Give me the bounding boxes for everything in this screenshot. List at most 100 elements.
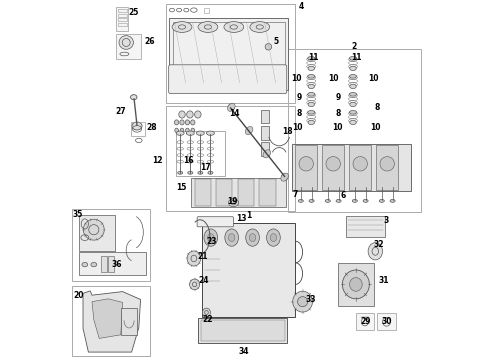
Ellipse shape (208, 171, 213, 174)
Ellipse shape (390, 199, 395, 202)
Ellipse shape (349, 278, 362, 291)
Text: 36: 36 (111, 260, 122, 269)
Ellipse shape (308, 111, 315, 114)
Ellipse shape (187, 111, 193, 118)
Ellipse shape (180, 128, 184, 132)
Ellipse shape (270, 234, 277, 242)
Ellipse shape (172, 22, 192, 32)
Ellipse shape (175, 128, 178, 132)
Text: 10: 10 (291, 74, 301, 83)
Bar (118, 23, 127, 26)
Bar (198, 318, 288, 343)
Ellipse shape (186, 128, 189, 132)
Ellipse shape (206, 131, 215, 135)
Ellipse shape (349, 93, 357, 96)
Ellipse shape (349, 57, 357, 60)
Ellipse shape (195, 111, 201, 118)
Ellipse shape (198, 22, 218, 32)
Bar (356, 313, 374, 330)
Bar (117, 7, 128, 31)
Bar (259, 179, 275, 206)
Ellipse shape (198, 171, 203, 174)
Bar (204, 8, 209, 13)
Text: 8: 8 (296, 109, 302, 118)
Bar (292, 144, 411, 191)
Text: 11: 11 (351, 53, 362, 62)
Ellipse shape (119, 36, 133, 49)
Text: 26: 26 (144, 37, 155, 46)
Text: 28: 28 (146, 123, 157, 132)
Ellipse shape (380, 157, 394, 171)
Text: 23: 23 (206, 237, 217, 246)
Bar (118, 14, 127, 17)
Bar (118, 18, 127, 21)
Text: 7: 7 (293, 190, 298, 199)
Ellipse shape (326, 157, 341, 171)
Ellipse shape (178, 171, 183, 174)
FancyBboxPatch shape (197, 217, 233, 227)
Bar (118, 9, 127, 12)
Ellipse shape (191, 128, 195, 132)
Bar (202, 223, 295, 317)
Ellipse shape (188, 171, 193, 174)
Ellipse shape (250, 22, 270, 32)
FancyBboxPatch shape (169, 65, 287, 94)
Ellipse shape (308, 120, 315, 125)
Text: 25: 25 (128, 8, 138, 17)
Text: 34: 34 (239, 346, 249, 356)
Text: 27: 27 (116, 107, 126, 116)
Text: 31: 31 (378, 276, 389, 285)
Ellipse shape (379, 199, 384, 202)
Ellipse shape (299, 157, 314, 171)
Ellipse shape (336, 199, 341, 202)
Text: 33: 33 (305, 295, 316, 304)
Text: 35: 35 (73, 210, 83, 219)
Bar (322, 145, 344, 190)
Ellipse shape (224, 22, 244, 32)
Ellipse shape (174, 120, 179, 125)
Text: 13: 13 (236, 214, 246, 223)
Ellipse shape (202, 308, 210, 317)
Ellipse shape (245, 229, 259, 246)
Bar (216, 179, 232, 206)
Text: 3: 3 (384, 216, 389, 225)
Ellipse shape (228, 234, 235, 242)
Ellipse shape (190, 279, 199, 290)
Text: 10: 10 (332, 123, 342, 132)
Ellipse shape (325, 199, 330, 202)
Ellipse shape (293, 291, 313, 312)
Ellipse shape (350, 102, 356, 107)
Text: 10: 10 (328, 74, 339, 83)
Ellipse shape (349, 75, 357, 78)
Text: 8: 8 (335, 109, 341, 118)
Text: 8: 8 (374, 104, 380, 112)
Ellipse shape (267, 229, 280, 246)
Bar (79, 215, 115, 251)
Ellipse shape (130, 95, 137, 100)
Ellipse shape (228, 199, 239, 207)
Bar (101, 256, 107, 272)
Ellipse shape (297, 297, 308, 307)
Bar (376, 145, 398, 190)
Text: 32: 32 (374, 240, 384, 249)
Bar (349, 145, 371, 190)
Text: 1: 1 (246, 211, 252, 220)
Ellipse shape (245, 126, 253, 135)
Bar (170, 18, 288, 90)
Ellipse shape (185, 120, 190, 125)
Ellipse shape (265, 44, 271, 50)
Text: 11: 11 (308, 53, 318, 62)
Text: 19: 19 (227, 197, 238, 206)
Text: 17: 17 (200, 163, 211, 172)
Text: 16: 16 (183, 156, 194, 165)
Ellipse shape (281, 174, 288, 180)
Bar (166, 4, 295, 103)
Polygon shape (92, 299, 122, 338)
Bar (130, 122, 145, 136)
Ellipse shape (308, 84, 315, 89)
Text: 10: 10 (292, 123, 303, 132)
Text: 21: 21 (197, 252, 208, 261)
Ellipse shape (249, 234, 256, 242)
Ellipse shape (82, 262, 88, 267)
Bar (166, 106, 295, 211)
